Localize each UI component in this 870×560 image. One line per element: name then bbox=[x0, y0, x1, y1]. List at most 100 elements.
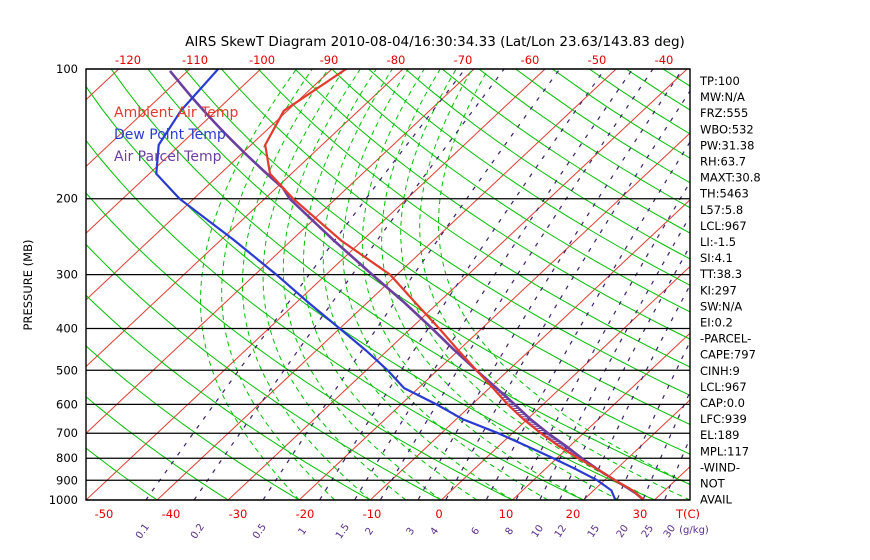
index-row: MW:N/A bbox=[700, 90, 745, 104]
index-row: TH:5463 bbox=[699, 187, 749, 201]
isotherm-line bbox=[369, 199, 690, 500]
moist-adiabat-lines bbox=[200, 69, 690, 500]
parcel-dry-extension bbox=[168, 70, 284, 190]
bottom-temp-tick: 20 bbox=[566, 507, 581, 521]
isotherm-line bbox=[156, 69, 617, 500]
index-row: SW:N/A bbox=[700, 299, 742, 313]
index-row: LFC:939 bbox=[700, 412, 747, 426]
mixing-ratio-tick: 20 bbox=[615, 523, 631, 540]
dry-adiabat-line bbox=[441, 69, 690, 234]
moist-adiabat-line bbox=[342, 69, 549, 500]
index-row: TP:100 bbox=[699, 74, 740, 88]
legend-item-3: Air Parcel Temp bbox=[114, 149, 222, 165]
index-row: AVAIL bbox=[700, 493, 733, 507]
index-row: FRZ:555 bbox=[700, 106, 748, 120]
bottom-temp-tick: -50 bbox=[95, 507, 114, 521]
index-row: L57:5.8 bbox=[700, 203, 743, 217]
moist-adiabat-line bbox=[419, 69, 690, 500]
dry-adiabat-line bbox=[86, 243, 442, 500]
mixing-ratio-tick: 6 bbox=[470, 526, 483, 538]
mixing-ratio-axis-label: (g/kg) bbox=[679, 525, 709, 536]
index-row: EL:189 bbox=[700, 428, 740, 442]
mixing-ratio-tick: 25 bbox=[640, 523, 656, 540]
bottom-temp-tick: -10 bbox=[363, 507, 382, 521]
isotherm-line bbox=[512, 332, 690, 500]
mixing-ratio-line bbox=[353, 69, 634, 500]
mixing-ratio-tick: 10 bbox=[530, 523, 546, 540]
top-temp-tick: -100 bbox=[249, 53, 275, 67]
mixing-ratio-tick: 0.5 bbox=[251, 522, 269, 541]
legend-item-1: Ambient Air Temp bbox=[114, 105, 239, 121]
mixing-ratio-tick: 8 bbox=[504, 526, 517, 538]
moist-adiabat-line bbox=[262, 69, 407, 500]
chart-title: AIRS SkewT Diagram 2010-08-04/16:30:34.3… bbox=[185, 34, 685, 50]
pressure-tick: 800 bbox=[56, 451, 78, 465]
isotherm-line bbox=[86, 69, 404, 368]
moist-adiabat-line bbox=[242, 69, 371, 500]
isotherm-line bbox=[86, 69, 333, 301]
index-row: MPL:117 bbox=[700, 444, 749, 458]
dry-adiabat-line bbox=[86, 294, 371, 500]
isotherm-line bbox=[583, 399, 690, 500]
legend: Ambient Air Temp Dew Point Temp Air Parcel… bbox=[114, 105, 239, 165]
bottom-temp-tick: -30 bbox=[229, 507, 248, 521]
dry-adiabat-line bbox=[331, 69, 690, 313]
isotherm-line bbox=[654, 465, 690, 500]
parcel-temp-curve bbox=[281, 187, 645, 500]
bottom-temp-tick: 30 bbox=[633, 507, 648, 521]
mixing-ratio-tick: 3 bbox=[405, 526, 418, 538]
ambient-temp-curve bbox=[264, 69, 645, 500]
isotherm-line bbox=[298, 132, 690, 500]
pressure-tick: 900 bbox=[56, 473, 78, 487]
dry-adiabat-line bbox=[86, 345, 300, 500]
top-temp-tick: -120 bbox=[115, 53, 141, 67]
index-row: CAPE:797 bbox=[700, 348, 756, 362]
index-row: TT:38.3 bbox=[699, 267, 742, 281]
moist-adiabat-line bbox=[302, 69, 478, 500]
mixing-ratio-tick: 0.2 bbox=[189, 522, 207, 541]
mixing-ratio-axis: 0.1 0.2 0.5 1 1.5 2 3 4 6 8 10 12 15 20 25 30 (g/kg) bbox=[134, 522, 709, 541]
bottom-temp-axis: -50 -40 -30 -20 -10 0 10 20 30 T(C) bbox=[95, 507, 700, 521]
top-temp-tick: -90 bbox=[320, 53, 339, 67]
moist-adiabat-line bbox=[282, 69, 442, 500]
isotherm-line bbox=[86, 69, 262, 234]
mixing-ratio-tick: 30 bbox=[662, 523, 678, 540]
moist-adiabat-line bbox=[200, 69, 300, 500]
index-row: -WIND- bbox=[700, 460, 740, 474]
moist-adiabat-line bbox=[400, 69, 655, 500]
mixing-ratio-line bbox=[663, 436, 690, 500]
bottom-temp-tick: 10 bbox=[499, 507, 514, 521]
dry-adiabat-line bbox=[294, 69, 690, 340]
mixing-ratio-tick: 12 bbox=[553, 523, 569, 540]
dewpoint-curve bbox=[155, 69, 617, 500]
top-temp-axis: -120 -110 -100 -90 -80 -70 -60 -50 -40 bbox=[115, 53, 673, 67]
top-temp-tick: -40 bbox=[655, 53, 674, 67]
index-row: MAXT:30.8 bbox=[700, 171, 761, 185]
pressure-tick: 300 bbox=[56, 268, 78, 282]
mixing-ratio-line bbox=[642, 390, 690, 500]
index-row: SI:4.1 bbox=[700, 251, 733, 265]
mixing-ratio-tick: 15 bbox=[586, 523, 602, 540]
dry-adiabat-line bbox=[368, 69, 690, 286]
pressure-tick: 100 bbox=[56, 62, 78, 76]
dry-adiabat-line bbox=[86, 139, 584, 500]
dry-adiabat-line bbox=[86, 85, 655, 500]
pressure-tick: 400 bbox=[56, 321, 78, 335]
dry-adiabat-line bbox=[405, 69, 690, 260]
index-row: EI:0.2 bbox=[700, 316, 733, 330]
mixing-ratio-line bbox=[583, 283, 690, 500]
index-row: WBO:532 bbox=[700, 122, 754, 136]
bottom-temp-tick: -20 bbox=[296, 507, 315, 521]
dry-adiabat-line bbox=[86, 192, 513, 500]
index-row: RH:63.7 bbox=[700, 155, 746, 169]
pressure-axis: 100 200 300 400 500 600 700 800 900 1000 PRESSURE … bbox=[21, 62, 78, 507]
mixing-ratio-tick: 4 bbox=[429, 526, 442, 538]
mixing-ratio-line bbox=[379, 69, 654, 500]
top-temp-tick: -60 bbox=[521, 53, 540, 67]
mixing-ratio-tick: 1 bbox=[297, 526, 310, 538]
dry-adiabat-line bbox=[86, 447, 158, 500]
mixing-ratio-tick: 1.5 bbox=[334, 522, 352, 541]
index-row: LI:-1.5 bbox=[700, 235, 736, 249]
dry-adiabat-line bbox=[221, 69, 690, 396]
